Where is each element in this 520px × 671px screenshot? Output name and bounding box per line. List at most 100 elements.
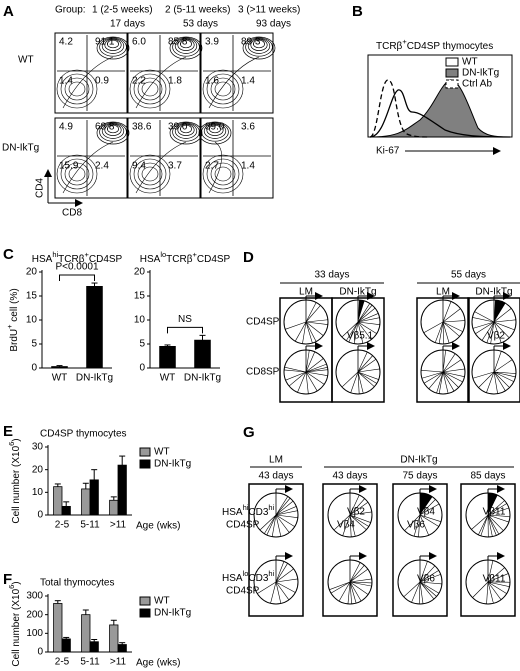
group-days: 75 days: [402, 471, 437, 482]
pie-spoke: [257, 581, 277, 594]
text-part: +: [192, 250, 197, 259]
text-part: ): [11, 438, 22, 441]
plot-frame: [54, 32, 128, 114]
legend-swatch: [139, 447, 151, 457]
column-label: DN-IkTg: [339, 287, 376, 298]
pie-chart: [397, 552, 443, 605]
pie-spoke: [349, 581, 369, 595]
group-days: 43 days: [332, 471, 367, 482]
pie-spoke: [493, 321, 502, 343]
contour: [129, 69, 171, 109]
pie-spoke: [442, 368, 465, 373]
contour: [210, 77, 236, 101]
quadrant-value: 2.4: [95, 161, 109, 172]
y-tick-label: 20: [134, 267, 146, 278]
pie-spoke: [423, 321, 444, 333]
pie-spoke: [275, 514, 298, 518]
plot-frame: [200, 117, 274, 199]
quadrant-value: 2.7: [205, 161, 219, 172]
pie-spoke: [442, 371, 459, 388]
contour: [174, 38, 198, 54]
contour: [214, 81, 232, 97]
pie-spoke: [442, 301, 452, 323]
pie-wedge: [420, 493, 433, 515]
pie-spoke: [487, 581, 510, 588]
pie-spoke: [419, 561, 428, 583]
pie-spoke: [442, 371, 455, 392]
pie-spoke: [442, 321, 450, 344]
row-label: WT: [18, 55, 34, 66]
pie-spoke: [305, 321, 317, 342]
bar: [81, 614, 91, 653]
pie-spoke: [305, 321, 328, 325]
pie-spoke: [341, 321, 359, 338]
text-part: HSA: [222, 507, 243, 518]
pie-spoke: [474, 311, 495, 323]
pie-chart: [420, 292, 466, 345]
panel-letter: A: [3, 3, 14, 20]
pie-spoke: [349, 498, 365, 516]
group-days: 43 days: [258, 471, 293, 482]
contour: [68, 81, 86, 97]
legend-label: DN-IkTg: [462, 68, 499, 79]
text-part: +: [402, 37, 407, 46]
pie-spoke: [486, 371, 495, 393]
box: [248, 483, 304, 617]
pie-spoke: [349, 514, 367, 530]
pie-spoke: [487, 581, 502, 600]
pie-spoke: [493, 351, 502, 373]
pie-spoke: [438, 321, 444, 344]
chart-title: Total thymocytes: [40, 578, 114, 589]
pie-chart: [283, 292, 329, 345]
pie-spoke: [487, 581, 494, 604]
quadrant-value: 15.9: [59, 161, 79, 172]
clone-label: Vβ2: [487, 331, 505, 342]
contour: [141, 166, 159, 182]
pie-spoke: [486, 321, 495, 343]
contour: [133, 73, 167, 105]
pie-spoke: [305, 369, 328, 373]
bar: [86, 285, 103, 369]
contour: [129, 154, 171, 194]
legend-label: WT: [154, 596, 170, 607]
text-part: lo: [243, 569, 249, 578]
contour: [206, 158, 240, 190]
pie-spoke: [275, 514, 282, 537]
bar: [159, 345, 176, 369]
y-tick-label: 0: [139, 363, 145, 374]
pie-spoke: [357, 317, 380, 323]
pie-spoke: [471, 514, 489, 530]
pie-spoke: [349, 581, 352, 604]
text-part: hi: [52, 250, 58, 259]
histogram: [369, 89, 511, 138]
quadrant-value: 3.7: [168, 161, 182, 172]
pie-spoke: [487, 514, 509, 523]
pie-spoke: [330, 581, 351, 594]
pie-chart: [465, 552, 511, 605]
plot-frame: [127, 32, 201, 114]
legend-swatch: [445, 79, 459, 89]
histogram: [369, 79, 511, 138]
pie-spoke: [493, 371, 506, 391]
pie-spoke: [428, 371, 444, 389]
pie-spoke: [487, 514, 504, 531]
contours: [56, 36, 130, 109]
pie-spoke: [270, 581, 277, 604]
y-axis-label: Cell number (X106): [7, 581, 22, 666]
pie-chart: [327, 485, 373, 538]
pie-spoke: [419, 581, 440, 594]
quadrant-value: 0.9: [95, 76, 109, 87]
panel-letter: B: [352, 3, 363, 20]
panel-letter: C: [3, 246, 14, 263]
pie-spoke: [442, 359, 462, 373]
text-part: 6: [7, 585, 16, 589]
pie-spoke: [357, 368, 380, 373]
legend-label: DN-IkTg: [154, 608, 191, 619]
pie-spoke: [487, 503, 507, 516]
quadrant-value: 85.8: [168, 37, 188, 48]
pie-chart: [397, 485, 443, 538]
contour: [180, 39, 192, 49]
plot-frame: [127, 117, 201, 199]
contour: [101, 38, 125, 54]
text-part: TCRβ: [376, 41, 403, 52]
